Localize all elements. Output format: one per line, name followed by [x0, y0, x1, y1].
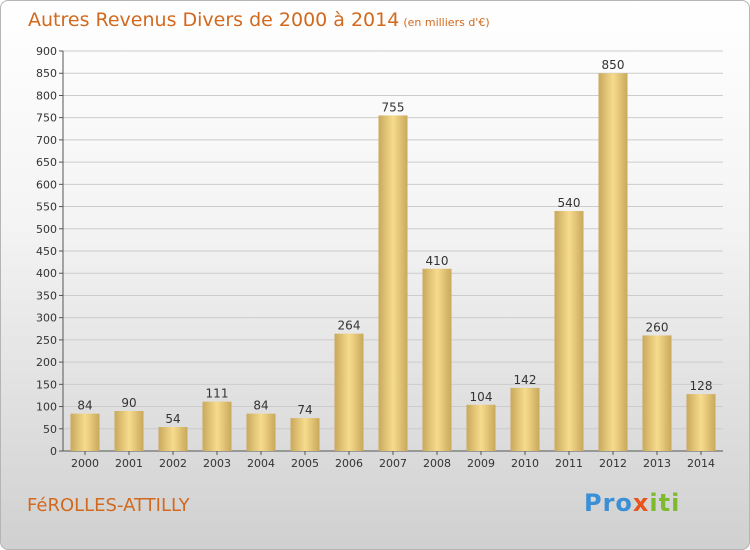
bar-value-label: 264	[338, 319, 361, 333]
y-tick-label: 250	[36, 334, 57, 347]
y-tick-label: 800	[36, 89, 57, 102]
bars	[70, 73, 716, 451]
y-tick-label: 200	[36, 356, 57, 369]
bar-2008	[422, 268, 452, 451]
labels: 84 2000 90 2001 54 2002 111 2003 84 2004 74 2005 264…	[71, 58, 715, 470]
bar-2011	[554, 211, 584, 451]
bar-value-label: 850	[602, 58, 625, 72]
chart-title-text: Autres Revenus Divers de 2000 à 2014	[28, 9, 400, 31]
chart-title: Autres Revenus Divers de 2000 à 2014 (en …	[28, 9, 490, 31]
bar-2005	[290, 418, 320, 451]
y-tick-label: 850	[36, 67, 57, 80]
logo-part-2: x	[632, 489, 650, 517]
y-tick-label: 900	[36, 45, 57, 58]
bar-value-label: 74	[297, 403, 312, 417]
x-tick-label: 2013	[643, 457, 671, 470]
x-tick-label: 2004	[247, 457, 275, 470]
y-tick-label: 600	[36, 178, 57, 191]
y-tick-label: 150	[36, 378, 57, 391]
bar-2014	[686, 394, 716, 451]
bar-value-label: 128	[690, 379, 713, 393]
x-tick-label: 2006	[335, 457, 363, 470]
x-tick-label: 2005	[291, 457, 319, 470]
chart-unit: (en milliers d'€)	[403, 16, 490, 29]
bar-2002	[158, 427, 188, 451]
x-tick-label: 2011	[555, 457, 583, 470]
x-tick-label: 2001	[115, 457, 143, 470]
x-tick-label: 2009	[467, 457, 495, 470]
logo-part-1: Pro	[584, 489, 633, 517]
bar-value-label: 111	[206, 387, 229, 401]
bar-value-label: 260	[646, 320, 669, 334]
bar-value-label: 410	[426, 254, 449, 268]
x-tick-label: 2000	[71, 457, 99, 470]
bar-value-label: 84	[77, 399, 92, 413]
y-tick-label: 750	[36, 112, 57, 125]
axes: 0 50 100 150 200 250 300 350 400 450 500 550 600 650 7…	[36, 45, 723, 458]
bar-2012	[598, 73, 628, 451]
bar-value-label: 90	[121, 396, 136, 410]
bar-value-label: 104	[470, 390, 493, 404]
bar-2010	[510, 387, 540, 451]
bar-2006	[334, 333, 364, 451]
location-name: FéROLLES-ATTILLY	[27, 495, 190, 516]
y-tick-label: 500	[36, 223, 57, 236]
x-tick-label: 2008	[423, 457, 451, 470]
x-tick-label: 2012	[599, 457, 627, 470]
bar-value-label: 540	[558, 196, 581, 210]
y-tick-label: 100	[36, 401, 57, 414]
bar-2013	[642, 335, 672, 451]
bar-2001	[114, 411, 144, 451]
proxiti-logo[interactable]: Proxiti	[584, 489, 680, 517]
y-tick-label: 400	[36, 267, 57, 280]
bar-2007	[378, 115, 408, 451]
x-tick-label: 2002	[159, 457, 187, 470]
bar-value-label: 755	[382, 100, 405, 114]
x-tick-label: 2010	[511, 457, 539, 470]
y-tick-label: 450	[36, 245, 57, 258]
y-tick-label: 700	[36, 134, 57, 147]
bar-value-label: 142	[514, 373, 537, 387]
y-tick-label: 350	[36, 289, 57, 302]
bar-value-label: 54	[165, 412, 180, 426]
y-tick-label: 0	[50, 445, 57, 458]
bar-2009	[466, 404, 496, 451]
bar-value-label: 84	[253, 399, 268, 413]
y-tick-label: 300	[36, 312, 57, 325]
bar-2003	[202, 401, 232, 451]
y-tick-label: 550	[36, 201, 57, 214]
x-tick-label: 2007	[379, 457, 407, 470]
bar-2004	[246, 413, 276, 451]
logo-part-3: iti	[649, 489, 681, 517]
bar-2000	[70, 413, 100, 451]
y-tick-label: 650	[36, 156, 57, 169]
x-tick-label: 2003	[203, 457, 231, 470]
x-tick-label: 2014	[687, 457, 715, 470]
y-tick-label: 50	[43, 423, 57, 436]
